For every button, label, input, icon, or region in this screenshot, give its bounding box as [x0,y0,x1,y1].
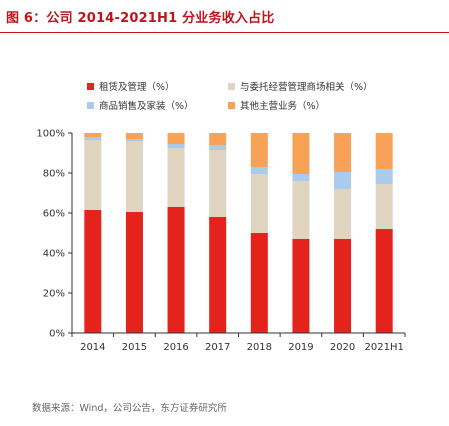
y-tick-label: 80% [43,169,65,180]
bar-segment-2015-series-1 [125,141,143,212]
y-tick-label: 0% [49,329,65,340]
bar-segment-2019-series-1 [292,181,310,239]
legend-item-merchandise: 商品销售及家装（%） [87,98,194,112]
bar-segment-2020-series-1 [334,189,352,239]
bar-segment-2021H1-series-1 [375,184,393,229]
bar-segment-2016-series-0 [167,207,185,333]
bar-segment-2018-series-3 [250,133,268,167]
bar-segment-2014-series-3 [84,133,102,137]
bar-segment-2020-series-3 [334,133,352,172]
bar-segment-2016-series-3 [167,133,185,144]
bar-segment-2018-series-2 [250,167,268,174]
bar-segment-2018-series-1 [250,174,268,233]
bar-segment-2021H1-series-0 [375,229,393,333]
bar-segment-2015-series-0 [125,212,143,333]
bar-segment-2020-series-2 [334,172,352,189]
data-source-note: 数据来源：Wind，公司公告，东方证券研究所 [32,403,227,414]
bar-segment-2017-series-3 [209,133,227,145]
title-divider [0,32,449,33]
bar-segment-2019-series-3 [292,133,310,174]
chart-legend: 租赁及管理（%） 与委托经营管理商场相关（%） 商品销售及家装（%） 其他主营业… [0,0,449,120]
legend-swatch-leasing [87,82,94,90]
bar-segment-2014-series-1 [84,140,102,210]
bar-segment-2014-series-2 [84,137,102,140]
legend-label-merchandise: 商品销售及家装（%） [99,101,194,112]
figure-title: 图 6：公司 2014-2021H1 分业务收入占比 [6,11,275,26]
legend-item-managed-mall: 与委托经营管理商场相关（%） [228,79,373,93]
y-tick-label: 60% [43,209,65,220]
bar-segment-2014-series-0 [84,210,102,333]
bar-segment-2016-series-1 [167,148,185,207]
bar-segment-2020-series-0 [334,239,352,333]
y-tick-label: 100% [36,129,65,140]
bar-segment-2017-series-0 [209,217,227,333]
x-tick-label-2017: 2017 [205,342,230,353]
x-tick-label-2016: 2016 [163,342,188,353]
x-tick-label-2014: 2014 [80,342,105,353]
bar-segment-2016-series-2 [167,144,185,148]
x-tick-label-2015: 2015 [122,342,147,353]
bar-segment-2017-series-1 [209,150,227,217]
bar-segment-2021H1-series-2 [375,169,393,184]
legend-label-other: 其他主营业务（%） [240,101,326,112]
legend-swatch-other [228,101,235,109]
legend-label-leasing: 租赁及管理（%） [99,82,175,93]
y-tick-label: 20% [43,289,65,300]
x-tick-label-2020: 2020 [330,342,355,353]
bar-segment-2019-series-0 [292,239,310,333]
y-tick-label: 40% [43,249,65,260]
x-tick-label-2021H1: 2021H1 [365,342,404,353]
bar-segment-2019-series-2 [292,174,310,181]
bar-segment-2015-series-2 [125,139,143,141]
legend-swatch-managed-mall [228,82,235,90]
bar-segment-2017-series-2 [209,145,227,150]
legend-label-managed-mall: 与委托经营管理商场相关（%） [240,82,373,93]
x-tick-label-2019: 2019 [288,342,313,353]
bar-segment-2015-series-3 [125,133,143,139]
legend-swatch-merchandise [87,101,94,109]
bar-segment-2021H1-series-3 [375,133,393,169]
x-tick-label-2018: 2018 [247,342,272,353]
legend-item-other: 其他主营业务（%） [228,98,325,112]
bar-segment-2018-series-0 [250,233,268,333]
legend-item-leasing: 租赁及管理（%） [87,79,175,93]
